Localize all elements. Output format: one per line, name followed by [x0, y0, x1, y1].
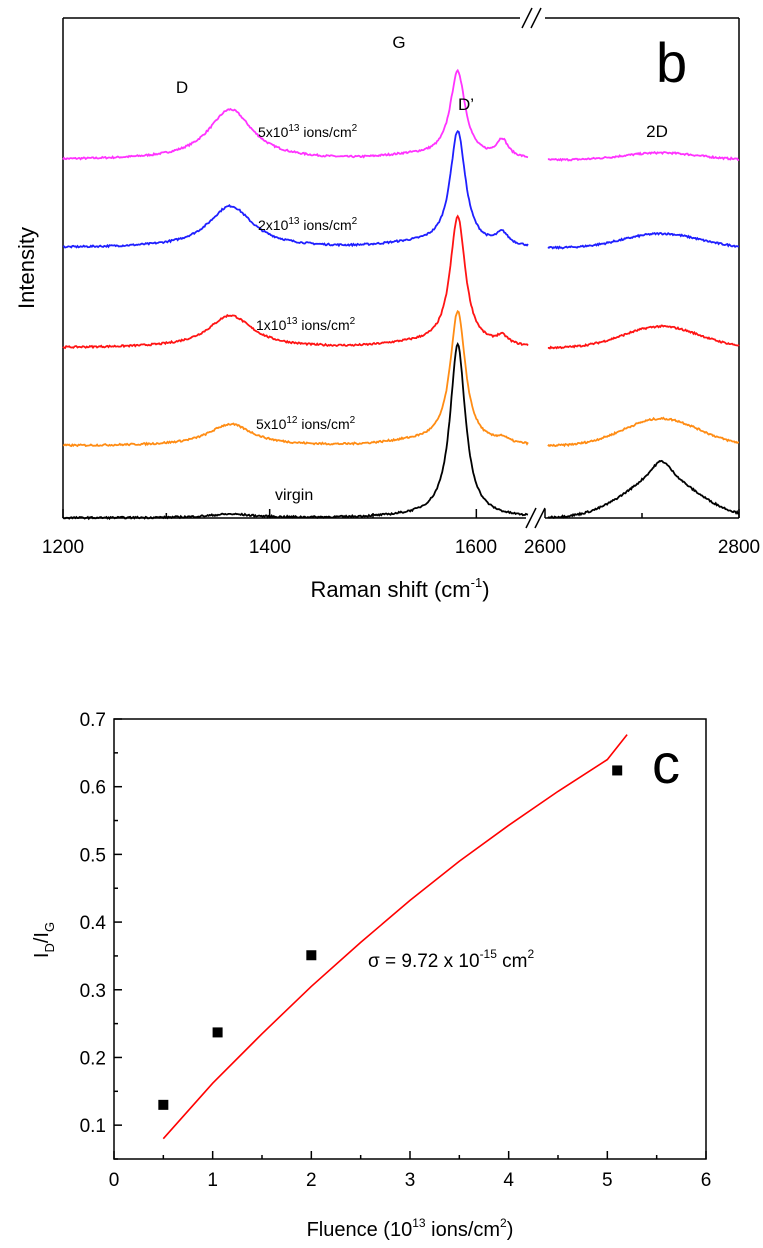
trace-label-virgin: virgin [275, 487, 313, 504]
data-point [158, 1099, 169, 1110]
spectrum-line-2d-band [547, 459, 740, 519]
spectrum-line-2d-band [547, 416, 739, 448]
axis-break-top [521, 7, 542, 29]
y-tick-label: 0.4 [80, 913, 107, 934]
x-tick-label: 2800 [718, 537, 760, 558]
data-point [306, 950, 317, 961]
x-tick-label: 3 [405, 1170, 416, 1191]
x-tick-label: 1400 [249, 537, 291, 558]
x-axis-title: Fluence (1013 ions/cm2) [307, 1216, 514, 1241]
x-tick-label: 2600 [524, 537, 566, 558]
trace-label-1e13: 1x1013 ions/cm2 [256, 316, 356, 333]
peak-label-2d: 2D [646, 122, 668, 141]
x-tick-label: 1200 [42, 537, 84, 558]
peak-label-g: G [392, 33, 405, 52]
spectrum-line-low-shift [62, 214, 529, 350]
panel-c-frame [113, 718, 707, 1160]
x-tick-label: 0 [109, 1170, 120, 1191]
x-tick-label: 6 [701, 1170, 712, 1191]
y-tick-label: 0.2 [80, 1048, 106, 1069]
panel-letter-b: b [656, 31, 687, 94]
spectrum-line-2d-band [547, 150, 740, 162]
y-axis-title: ID/IG [31, 922, 57, 958]
spectrum-line-2d-band [547, 231, 740, 250]
peak-label-d: D [176, 78, 188, 97]
spectrum-line-2d-band [547, 324, 740, 350]
y-tick-label: 0.5 [80, 845, 106, 866]
axis-break-bottom [525, 507, 546, 529]
y-tick-label: 0.7 [80, 710, 106, 731]
trace-label-2e13: 2x1013 ions/cm2 [258, 216, 358, 233]
trace-label-5e13: 5x1013 ions/cm2 [258, 123, 358, 140]
panel-letter-c: c [652, 732, 680, 795]
panel-c: 0 1 2 3 4 5 6 0.1 0.2 0.3 0.4 0.5 0.6 0.7 Fluence (10… [31, 710, 711, 1241]
spectrum-line-low-shift [62, 129, 529, 249]
y-tick-label: 0.1 [80, 1116, 106, 1137]
data-points [158, 765, 623, 1110]
panel-c-axes: 0 1 2 3 4 5 6 0.1 0.2 0.3 0.4 0.5 0.6 0.7 [80, 710, 712, 1191]
x-tick-label: 2 [306, 1170, 317, 1191]
x-tick-label: 1 [207, 1170, 218, 1191]
x-tick-label: 4 [503, 1170, 514, 1191]
peak-label-dprime: D’ [458, 95, 474, 114]
data-point [212, 1027, 223, 1038]
spectrum-line-low-shift [62, 342, 529, 521]
spectrum-line-low-shift [62, 68, 529, 161]
y-tick-label: 0.6 [80, 778, 106, 799]
y-tick-label: 0.3 [80, 981, 106, 1002]
x-axis-title: Raman shift (cm-1) [310, 575, 489, 602]
spectra-traces [62, 68, 740, 521]
fit-curve [162, 734, 628, 1140]
data-point [612, 765, 623, 776]
y-axis-title: Intensity [14, 227, 39, 309]
spectrum-line-low-shift [62, 309, 529, 448]
panel-b: 1200 1400 1600 2600 2800 Raman shift (cm… [14, 7, 760, 602]
cross-section-annotation: σ = 9.72 x 10-15 cm2 [368, 947, 535, 972]
trace-label-5e12: 5x1012 ions/cm2 [256, 415, 356, 432]
x-tick-label: 1600 [455, 537, 497, 558]
x-tick-label: 5 [602, 1170, 613, 1191]
